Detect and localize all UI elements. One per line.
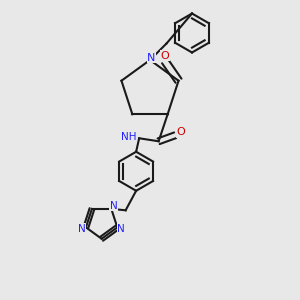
- Text: NH: NH: [121, 132, 137, 142]
- Text: O: O: [177, 127, 185, 137]
- Text: N: N: [147, 52, 156, 63]
- Text: N: N: [78, 224, 86, 234]
- Text: N: N: [117, 224, 125, 234]
- Text: N: N: [110, 201, 118, 211]
- Text: O: O: [161, 51, 170, 61]
